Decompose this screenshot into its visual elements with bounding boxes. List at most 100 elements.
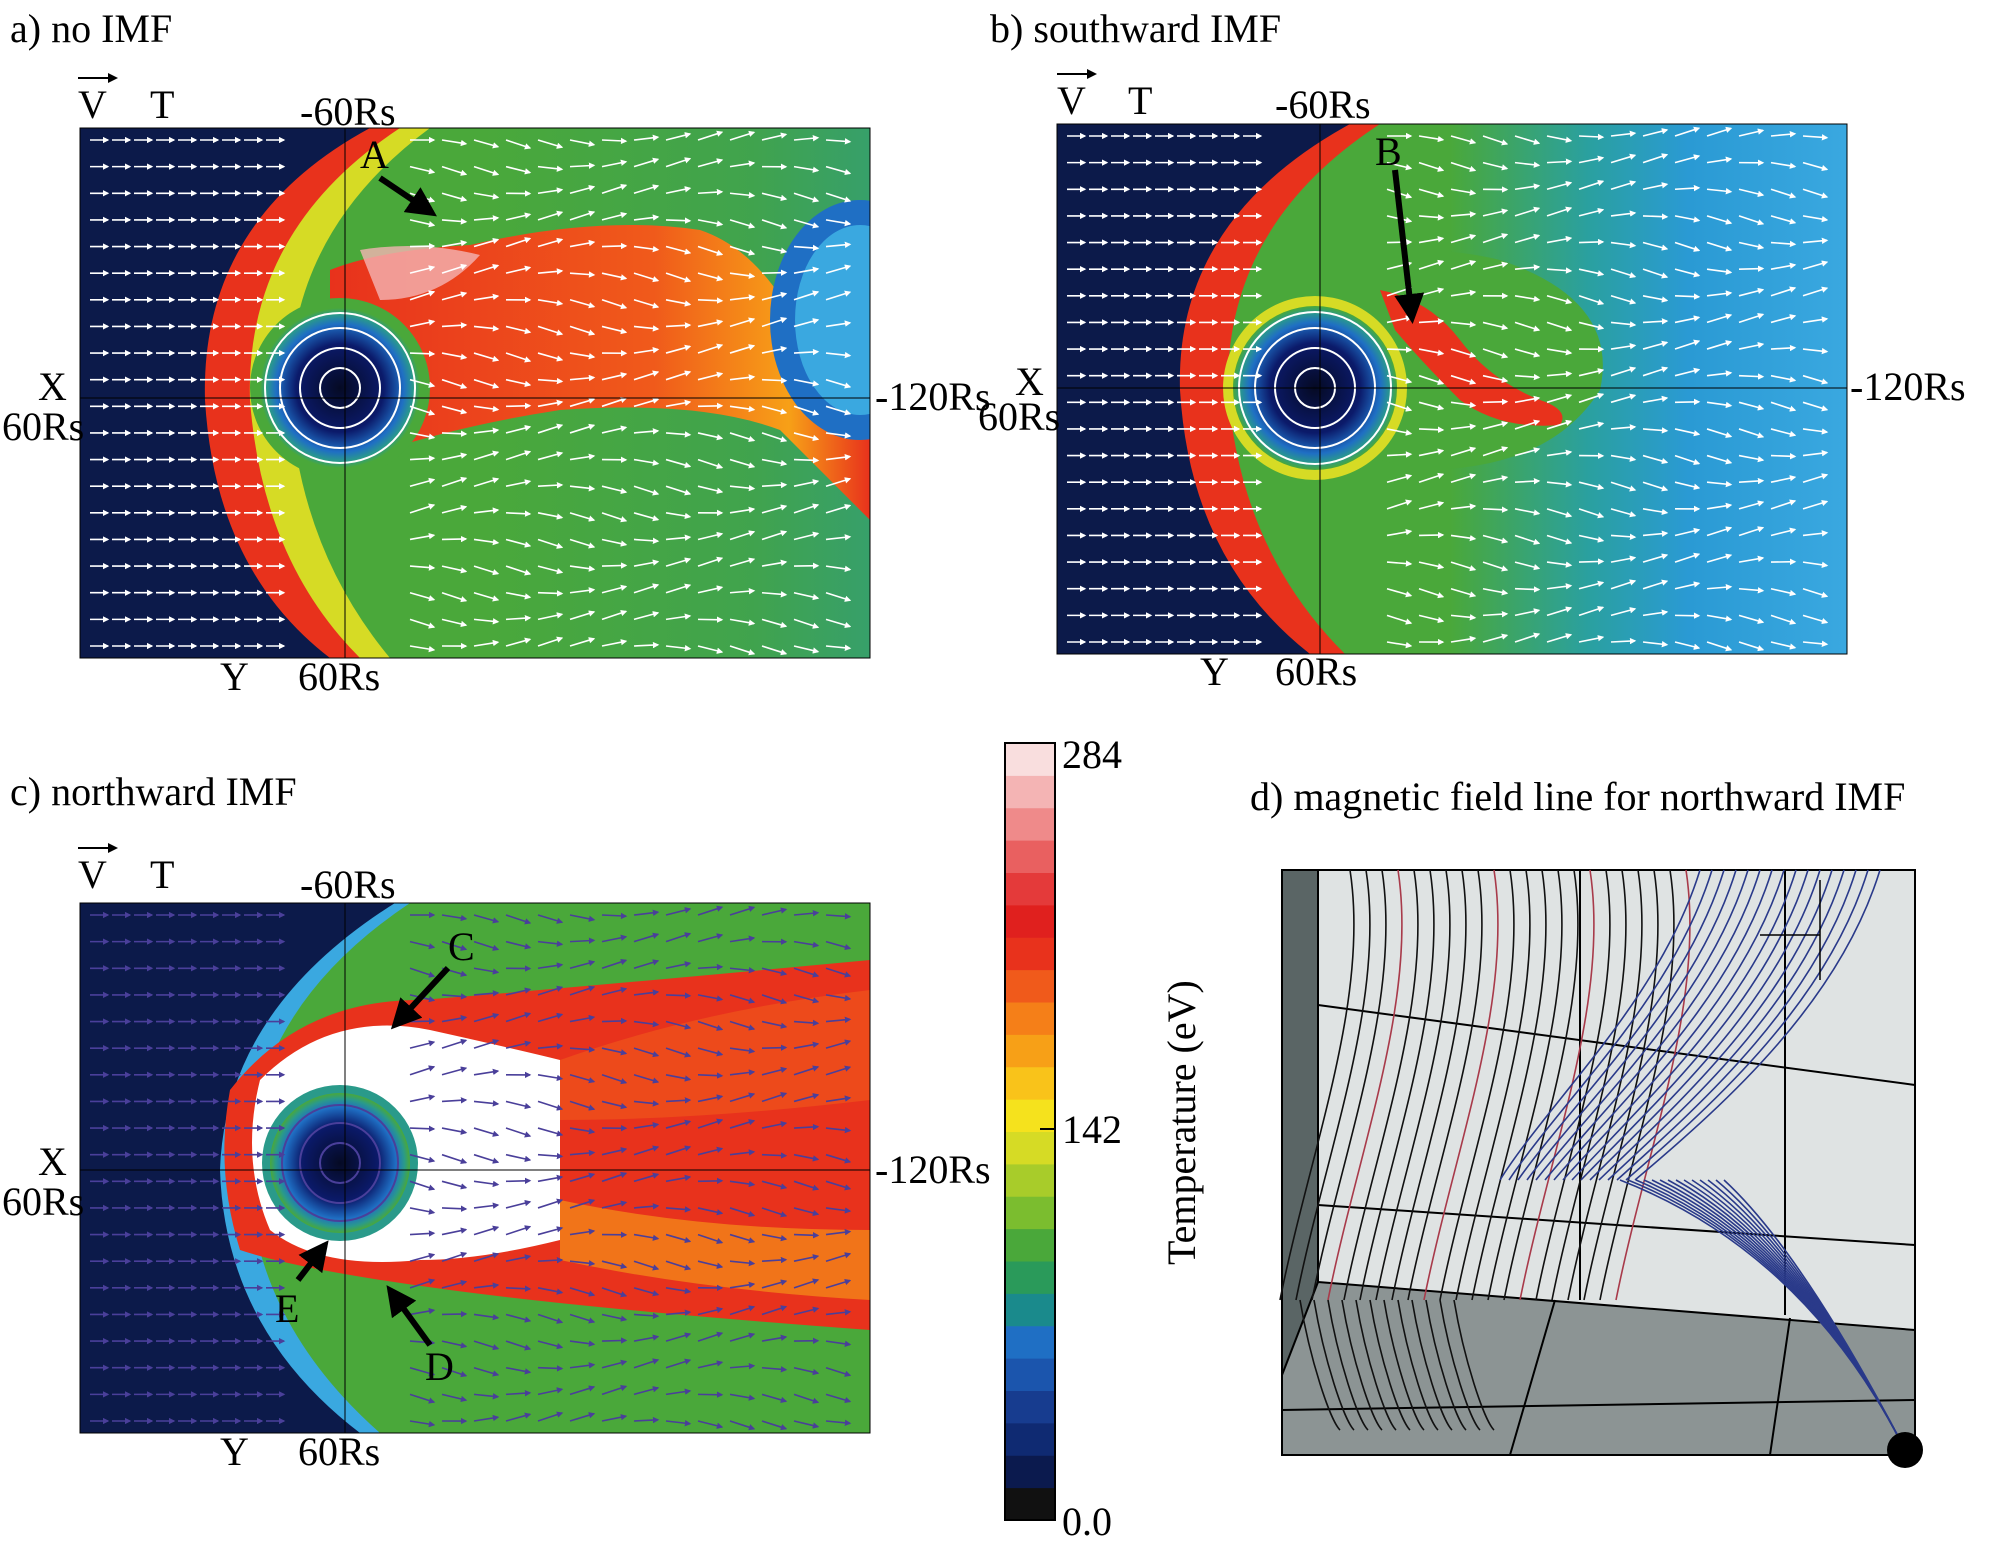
flow-arrow: [1546, 633, 1573, 643]
flow-arrow: [1610, 130, 1637, 137]
colorbar-cell: [1005, 937, 1055, 971]
flow-arrow: [1770, 215, 1797, 225]
flow-arrow: [1450, 446, 1477, 457]
flow-arrow: [537, 1387, 564, 1396]
flow-arrow: [825, 591, 852, 602]
field-line: [1535, 869, 1749, 1181]
flow-arrow: [441, 1393, 468, 1403]
flow-arrow: [633, 370, 660, 381]
field-line: [1599, 869, 1675, 1301]
flow-arrow: [441, 1279, 468, 1289]
flow-arrow: [665, 1260, 692, 1271]
flow-arrow: [825, 1393, 852, 1404]
flow-arrow: [473, 1313, 500, 1321]
flow-arrow: [1610, 295, 1637, 305]
flow-arrow: [1418, 448, 1445, 457]
flow-arrow: [729, 1069, 756, 1076]
field-line: [1535, 869, 1611, 1301]
flow-arrow: [601, 986, 628, 996]
flow-arrow: [409, 1125, 436, 1132]
flow-arrow: [825, 1180, 852, 1191]
flow-arrow: [537, 636, 564, 647]
flow-arrow: [729, 294, 756, 301]
flow-arrow: [537, 299, 564, 307]
flow-arrow: [441, 430, 468, 437]
field-line: [1526, 869, 1737, 1181]
flow-arrow: [633, 611, 660, 621]
flow-arrow: [697, 432, 724, 441]
flow-arrow: [537, 1365, 564, 1372]
flow-arrow: [441, 1038, 468, 1049]
flow-arrow: [1546, 235, 1573, 244]
flow-arrow: [569, 1127, 596, 1135]
flow-arrow: [1546, 508, 1573, 518]
colorbar-cell: [1005, 1455, 1055, 1489]
field-line: [1407, 869, 1483, 1301]
marker-b-arrow: [1392, 169, 1425, 324]
field-line: [1341, 1299, 1383, 1431]
flow-arrow: [729, 219, 756, 229]
flow-arrow: [1450, 188, 1477, 196]
flow-arrow: [1418, 401, 1445, 411]
field-line: [1625, 869, 1869, 1181]
colorbar-cell: [1005, 1261, 1055, 1294]
flow-arrow: [1578, 295, 1605, 306]
flow-arrow: [569, 239, 596, 248]
flow-arrow: [569, 485, 596, 492]
flow-arrow: [793, 318, 820, 328]
flow-arrow: [537, 1074, 564, 1082]
flow-arrow: [1706, 502, 1733, 510]
flow-arrow: [825, 1228, 852, 1236]
flow-arrow: [729, 1393, 756, 1401]
flow-arrow: [1578, 268, 1605, 277]
flow-arrow: [441, 940, 468, 951]
flow-arrow: [505, 1153, 532, 1163]
flow-arrow: [825, 1278, 852, 1289]
flow-arrow: [1802, 428, 1829, 435]
flow-arrow: [633, 989, 660, 996]
flow-arrow: [1674, 184, 1701, 192]
flow-arrow: [665, 344, 692, 354]
flow-arrow: [409, 219, 436, 228]
flow-arrow: [1514, 608, 1541, 617]
flow-arrow: [1578, 368, 1605, 377]
flow-arrow: [537, 1012, 564, 1023]
flow-arrow: [825, 290, 852, 301]
flow-arrow: [601, 211, 628, 221]
flow-arrow: [601, 1359, 628, 1369]
flow-arrow: [569, 1287, 596, 1297]
flow-arrow: [473, 215, 500, 222]
colorbar-cell: [1005, 1131, 1055, 1165]
field-line: [1551, 869, 1627, 1301]
flow-arrow: [1578, 605, 1605, 617]
flow-arrow: [665, 583, 692, 594]
temp-label-a: T: [150, 82, 174, 127]
colorbar-cell: [1005, 1163, 1055, 1197]
velocity-arrows-a: [90, 130, 852, 656]
flow-arrow: [1770, 262, 1797, 270]
flow-arrow: [825, 378, 852, 389]
flow-arrow: [825, 913, 852, 920]
flow-arrow: [697, 130, 724, 141]
flow-arrow: [793, 967, 820, 978]
flow-arrow: [1386, 346, 1413, 353]
flow-arrow: [1482, 233, 1509, 244]
flow-arrow: [409, 1393, 436, 1404]
flow-arrow: [633, 1100, 660, 1107]
flow-arrow: [409, 432, 436, 440]
flow-arrow: [793, 1093, 820, 1103]
flow-arrow: [537, 139, 564, 149]
field-line: [1411, 1299, 1453, 1431]
field-line: [1487, 869, 1563, 1301]
flow-arrow: [761, 1092, 788, 1103]
flow-arrow: [825, 1340, 852, 1348]
flow-arrow: [729, 530, 756, 541]
flow-arrow: [1418, 500, 1445, 510]
flow-arrow: [761, 967, 788, 976]
flow-arrow: [441, 1251, 468, 1262]
flow-arrow: [793, 910, 820, 917]
flow-arrow: [1610, 153, 1637, 164]
flow-arrow: [601, 272, 628, 281]
flow-arrow: [1418, 426, 1445, 433]
flow-arrow: [1770, 499, 1797, 510]
